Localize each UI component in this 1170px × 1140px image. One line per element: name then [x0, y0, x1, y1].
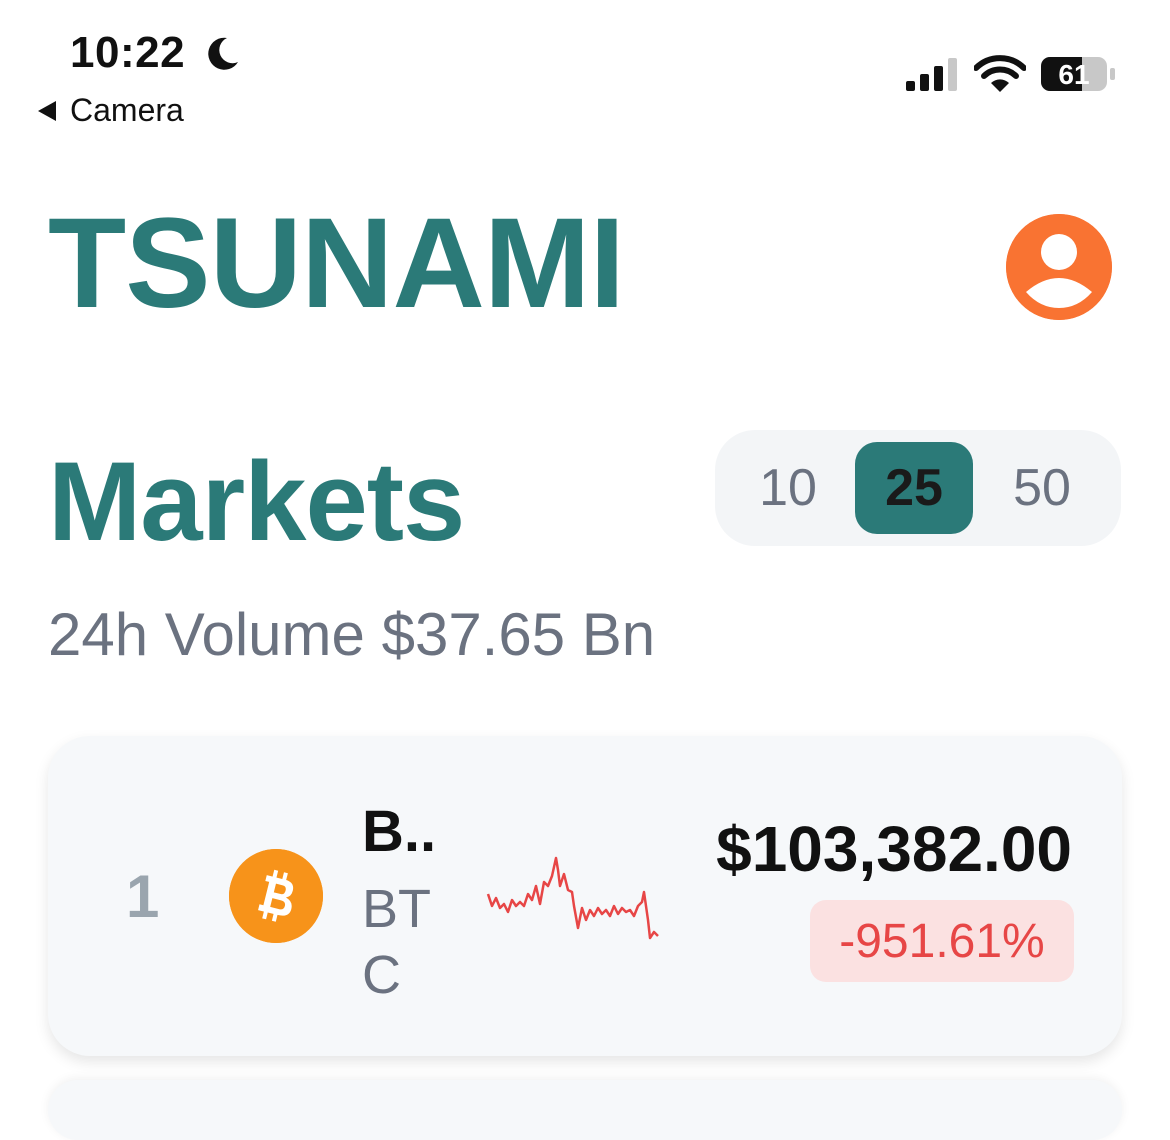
- count-option-25-selected[interactable]: 25: [855, 442, 973, 534]
- signal-icon: [906, 58, 957, 91]
- wifi-icon: [974, 55, 1026, 92]
- battery-level-text: 61: [1058, 59, 1089, 90]
- coin-row-card-next[interactable]: [48, 1080, 1122, 1140]
- status-time: 10:22: [70, 28, 186, 77]
- coin-symbol: BTC: [362, 879, 432, 1005]
- markets-title: Markets: [48, 439, 465, 564]
- coin-name: B..: [362, 799, 437, 864]
- profile-button[interactable]: [1006, 214, 1112, 320]
- back-arrow-icon: [38, 100, 56, 121]
- count-option-50[interactable]: 50: [1013, 459, 1071, 517]
- back-to-app-button[interactable]: Camera: [38, 92, 184, 129]
- price-change-badge: -951.61%: [810, 900, 1074, 982]
- coin-rank: 1: [126, 863, 160, 930]
- coin-price: $103,382.00: [716, 813, 1072, 885]
- volume-summary: 24h Volume $37.65 Bn: [48, 601, 656, 668]
- price-change-text: -951.61%: [839, 914, 1045, 968]
- count-option-10[interactable]: 10: [759, 459, 817, 517]
- battery-icon: 61: [1041, 57, 1115, 91]
- count-selector: 10 25 50: [715, 430, 1121, 546]
- moon-icon: [208, 37, 238, 70]
- bitcoin-icon: [229, 849, 323, 943]
- price-sparkline: [486, 856, 659, 940]
- profile-icon: [1006, 214, 1112, 320]
- back-app-label: Camera: [70, 92, 184, 128]
- coin-row-card[interactable]: [48, 736, 1122, 1056]
- app-title: TSUNAMI: [48, 192, 625, 335]
